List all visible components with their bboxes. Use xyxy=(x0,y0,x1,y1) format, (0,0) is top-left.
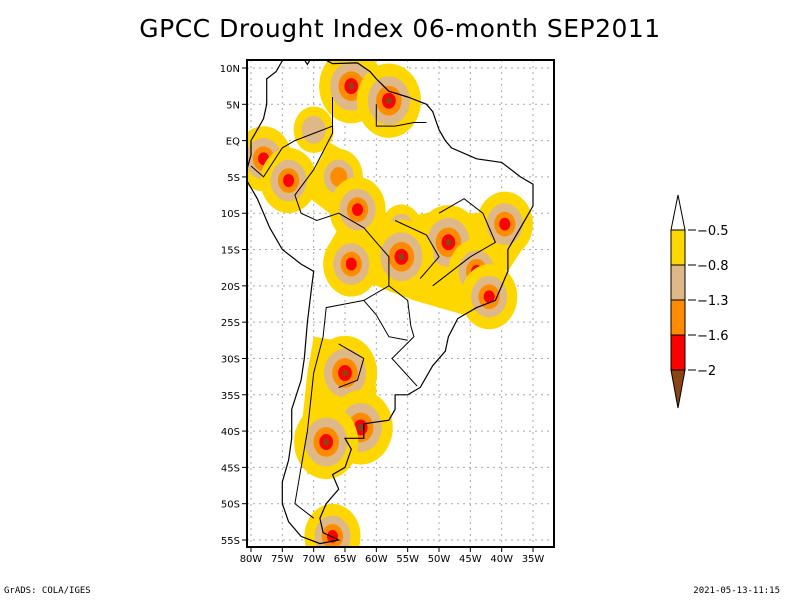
country-border xyxy=(363,300,408,341)
country-border xyxy=(394,220,440,279)
colorbar-swatch xyxy=(670,334,686,371)
country-border xyxy=(388,285,418,387)
country-border xyxy=(294,97,390,519)
drought-level-4 xyxy=(385,97,392,105)
drought-level-3 xyxy=(499,217,511,231)
coastline xyxy=(247,60,534,545)
country-border xyxy=(375,104,427,127)
lat-tick-label: 25S xyxy=(221,318,240,329)
lat-tick-label: 55S xyxy=(221,536,240,547)
lat-tick-label: 10S xyxy=(221,209,240,220)
coastline-borders xyxy=(247,60,534,545)
lat-tick-label: 10N xyxy=(220,64,240,75)
drought-area-tierra-del-fuego xyxy=(304,503,361,547)
lon-tick-label: 75W xyxy=(271,554,294,565)
footer-timestamp: 2021-05-13-11:15 xyxy=(693,586,780,596)
drought-level-4 xyxy=(323,438,330,446)
colorbar-swatch xyxy=(670,264,686,301)
drought-area-rio xyxy=(461,264,518,330)
colorbar-top-arrow xyxy=(670,194,686,231)
colorbar-legend: −0.5 −0.8 −1.3 −1.6 −2 xyxy=(670,194,729,409)
drought-level-4 xyxy=(445,238,452,246)
lat-tick-label: 35S xyxy=(221,391,240,402)
lat-tick-label: 50S xyxy=(221,500,240,511)
drought-level-3 xyxy=(352,203,364,216)
drought-area-mato-grosso xyxy=(369,219,434,294)
lon-tick-label: 55W xyxy=(396,554,419,565)
map-frame xyxy=(246,59,555,548)
colorbar-swatch xyxy=(670,299,686,336)
colorbar-label: −1.3 xyxy=(697,294,729,309)
drought-area-bolivia xyxy=(323,231,380,297)
longitude-axis: 80W 75W 70W 65W 60W 55W 50W 45W 40W 35W xyxy=(240,547,545,565)
drought-level-4 xyxy=(348,82,355,90)
lat-tick-label: 45S xyxy=(221,463,240,474)
map-title: GPCC Drought Index 06-month SEP2011 xyxy=(139,14,661,43)
colorbar-label: −2 xyxy=(697,364,716,379)
colorbar-label: −1.6 xyxy=(697,329,729,344)
drought-level-4 xyxy=(398,253,405,261)
drought-level-3 xyxy=(345,257,357,271)
colorbar-label: −0.5 xyxy=(697,224,729,239)
drought-area-rio-negro xyxy=(294,404,359,480)
drought-area-guyana xyxy=(356,63,421,138)
drought-level-4 xyxy=(341,369,349,377)
lon-tick-label: 50W xyxy=(428,554,451,565)
country-border xyxy=(250,125,333,178)
lat-tick-label: 40S xyxy=(221,427,240,438)
country-border xyxy=(432,198,497,287)
lat-tick-label: 20S xyxy=(221,282,240,293)
lon-tick-label: 65W xyxy=(334,554,357,565)
drought-level-3 xyxy=(326,529,338,543)
lon-tick-label: 60W xyxy=(365,554,388,565)
latitude-axis: 10N 5N EQ 5S 10S 15S 20S 25S 30S 35S 40S 45S 50S 55S xyxy=(220,64,247,547)
colorbar-bottom-arrow xyxy=(670,369,686,409)
footer-credit: GrADS: COLA/IGES xyxy=(4,586,91,596)
lat-tick-label: 5N xyxy=(226,100,240,111)
colorbar-swatch xyxy=(670,229,686,266)
drought-shading xyxy=(247,60,533,547)
drought-level-1 xyxy=(301,115,326,144)
lat-tick-label: 30S xyxy=(221,354,240,365)
drought-level-3 xyxy=(483,290,495,304)
drought-area-peru-north xyxy=(260,148,317,214)
drought-area-bahia xyxy=(476,191,533,257)
lon-tick-label: 40W xyxy=(490,554,513,565)
colorbar-label: −0.8 xyxy=(697,259,729,274)
drought-area-rondonia xyxy=(329,177,386,243)
country-border xyxy=(338,343,365,388)
lat-tick-label: EQ xyxy=(226,137,240,148)
drought-level-4 xyxy=(357,423,364,431)
lon-tick-label: 35W xyxy=(522,554,545,565)
drought-area-colombia-amazon xyxy=(293,106,334,153)
lat-tick-label: 15S xyxy=(221,246,240,257)
drought-level-3 xyxy=(283,174,295,187)
lat-tick-label: 5S xyxy=(227,173,240,184)
lon-tick-label: 80W xyxy=(240,554,263,565)
lon-tick-label: 45W xyxy=(459,554,482,565)
lon-tick-label: 70W xyxy=(302,554,325,565)
